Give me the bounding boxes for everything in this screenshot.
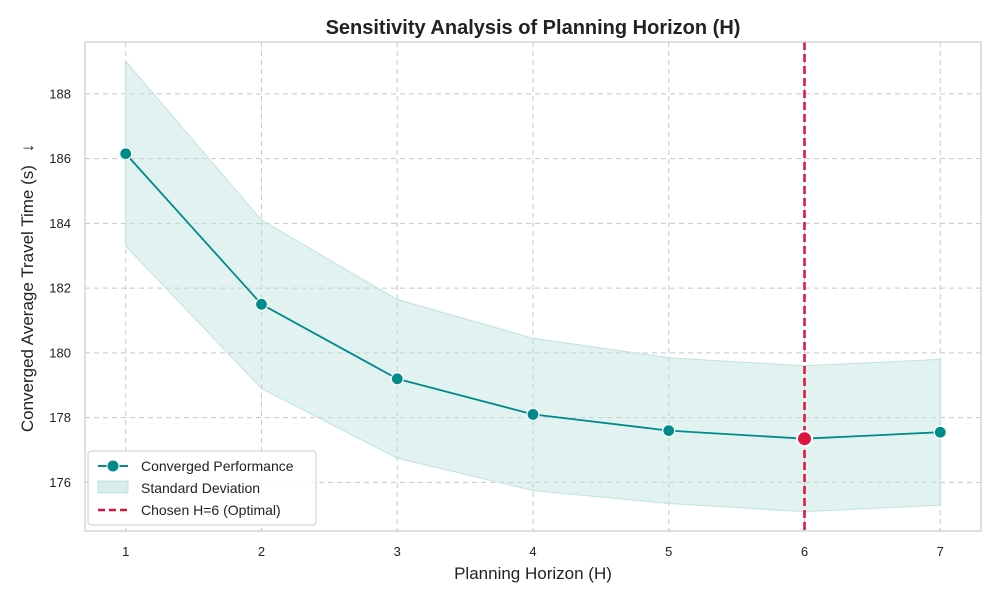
y-tick-label: 184: [49, 216, 71, 231]
y-tick-label: 186: [49, 151, 71, 166]
legend-item-chosen: Chosen H=6 (Optimal): [98, 502, 281, 518]
x-tick-labels: 1 2 3 4 5 6 7: [122, 544, 944, 559]
legend-item-converged-performance: Converged Performance: [98, 458, 294, 474]
plot-frame: [84, 41, 982, 532]
legend-label-standard-deviation: Standard Deviation: [141, 480, 260, 496]
chosen-point-marker: [796, 430, 814, 448]
legend-item-standard-deviation: Standard Deviation: [97, 480, 260, 496]
y-axis-arrow-icon: ↓: [18, 144, 37, 153]
x-tick-label: 3: [394, 544, 401, 559]
legend-label-chosen: Chosen H=6 (Optimal): [141, 502, 281, 518]
x-tick-label: 1: [122, 544, 129, 559]
data-point: [933, 425, 947, 439]
chart-title: Sensitivity Analysis of Planning Horizon…: [326, 17, 741, 39]
y-tick-label: 182: [49, 281, 71, 296]
y-axis-label: Converged Average Travel Time (s) ↓: [18, 144, 37, 432]
legend-label-converged-performance: Converged Performance: [141, 458, 294, 474]
x-tick-label: 7: [937, 544, 944, 559]
x-tick-label: 4: [529, 544, 536, 559]
data-point: [526, 407, 540, 422]
legend-box: [87, 450, 317, 526]
data-point: [662, 424, 676, 438]
plot-frame-layer: [84, 41, 982, 532]
x-tick-label: 5: [665, 544, 672, 559]
data-point: [119, 147, 133, 161]
x-tick-label: 2: [258, 544, 265, 559]
series-layer: [119, 147, 947, 448]
legend-band-swatch-icon: [97, 480, 129, 494]
legend-series-marker-icon: [106, 459, 120, 473]
y-tick-labels: 176 178 180 182 184 186 188: [49, 86, 71, 490]
std-band-layer: [125, 60, 941, 513]
y-tick-label: 178: [49, 410, 71, 425]
data-point: [254, 297, 269, 311]
y-axis-label-text: Converged Average Travel Time (s): [18, 165, 37, 432]
y-axis-label-group: Converged Average Travel Time (s) ↓: [18, 144, 37, 432]
data-point: [390, 372, 404, 386]
x-tick-label: 6: [801, 544, 808, 559]
y-tick-label: 176: [49, 475, 71, 490]
y-tick-label: 188: [49, 86, 71, 101]
legend: Converged Performance Standard Deviation…: [87, 450, 317, 526]
x-axis-label: Planning Horizon (H): [454, 564, 612, 583]
std-band-area: [125, 60, 941, 513]
y-tick-label: 180: [49, 345, 71, 360]
